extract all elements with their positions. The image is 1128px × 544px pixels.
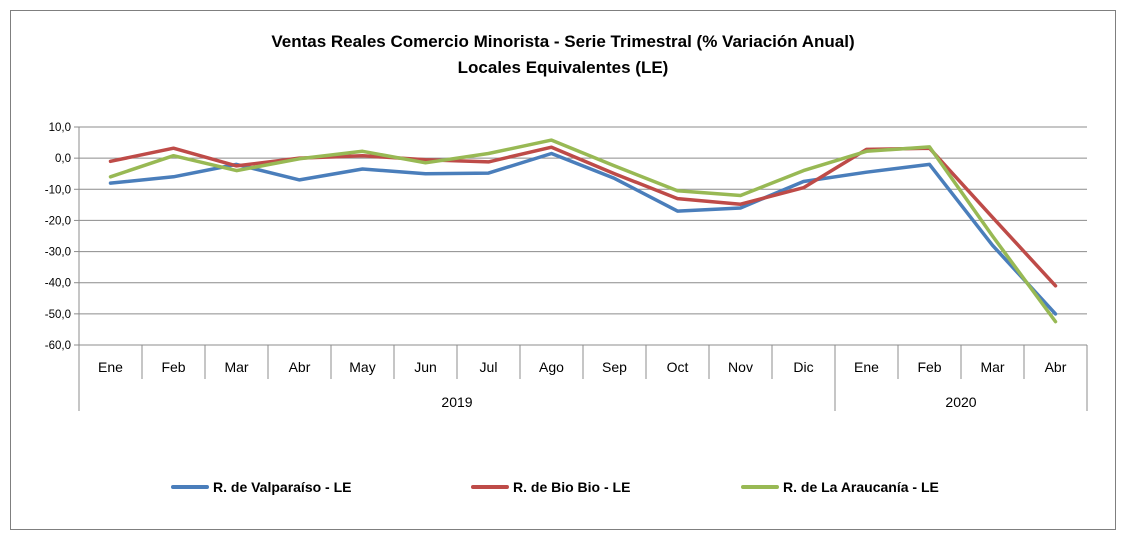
x-group-label: 2019 xyxy=(441,394,472,410)
x-tick-label: Feb xyxy=(161,359,185,375)
x-tick-label: Ene xyxy=(854,359,879,375)
grid-lines xyxy=(79,126,1087,346)
x-tick-label: Abr xyxy=(1045,359,1067,375)
y-tick-label: -20,0 xyxy=(45,215,71,227)
legend-label-2: R. de La Araucanía - LE xyxy=(783,479,939,495)
x-tick-label: Jul xyxy=(480,359,498,375)
y-tick-label: -50,0 xyxy=(45,309,71,321)
x-tick-label: Dic xyxy=(793,359,813,375)
y-tick-label: -10,0 xyxy=(45,184,71,196)
x-axis: Ene Feb Mar Abr May Jun Jul Ago Sep Oct Nov Dic Ene F… xyxy=(78,127,1088,411)
x-tick-label: Ago xyxy=(539,359,564,375)
x-tick-label: Sep xyxy=(602,359,627,375)
y-tick-label: 0,0 xyxy=(55,153,71,165)
x-tick-label: May xyxy=(349,359,375,375)
series-line-2 xyxy=(108,138,1058,324)
chart-title: Ventas Reales Comercio Minorista - Serie… xyxy=(271,32,854,51)
y-axis: 10,0 0,0 -10,0 -20,0 -30,0 -40,0 -50,0 -60,0 xyxy=(45,122,79,352)
series-line-0 xyxy=(108,151,1058,316)
x-tick-label: Mar xyxy=(980,359,1004,375)
x-tick-label: Mar xyxy=(224,359,248,375)
x-tick-label: Oct xyxy=(667,359,689,375)
chart-subtitle: Locales Equivalentes (LE) xyxy=(458,58,669,77)
series-lines xyxy=(108,138,1058,324)
legend-label-1: R. de Bio Bio - LE xyxy=(513,479,630,495)
x-tick-label: Jun xyxy=(414,359,437,375)
y-tick-label: 10,0 xyxy=(49,122,71,134)
legend-label-0: R. de Valparaíso - LE xyxy=(213,479,352,495)
chart-frame: Ventas Reales Comercio Minorista - Serie… xyxy=(10,10,1116,530)
y-tick-label: -40,0 xyxy=(45,278,71,290)
y-tick-label: -60,0 xyxy=(45,340,71,352)
x-tick-label: Ene xyxy=(98,359,123,375)
legend: R. de Valparaíso - LE R. de Bio Bio - LE R… xyxy=(171,479,939,495)
x-tick-label: Feb xyxy=(917,359,941,375)
x-tick-label: Nov xyxy=(728,359,753,375)
y-tick-label: -30,0 xyxy=(45,247,71,259)
line-chart: Ventas Reales Comercio Minorista - Serie… xyxy=(45,32,1088,495)
x-group-label: 2020 xyxy=(945,394,976,410)
x-tick-label: Abr xyxy=(289,359,311,375)
